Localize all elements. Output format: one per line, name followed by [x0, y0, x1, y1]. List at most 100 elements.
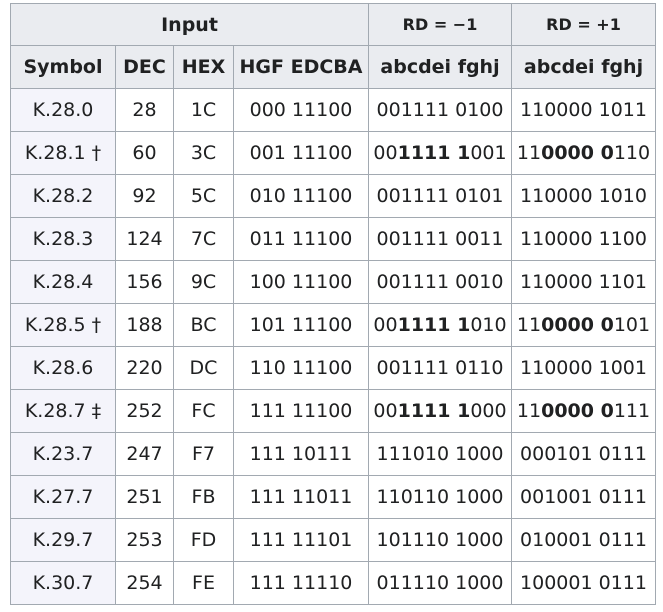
rd-plus-bits-cell: 110000 0101: [511, 303, 656, 347]
header-input-bits: HGF EDCBA: [233, 45, 369, 89]
dec-cell: 251: [115, 475, 174, 519]
header-input-group: Input: [10, 3, 369, 46]
header-rd-minus-group: RD = −1: [368, 3, 512, 46]
header-hex: HEX: [173, 45, 234, 89]
rd-plus-bits-cell: 110000 0110: [511, 131, 656, 175]
dec-cell: 60: [115, 131, 174, 175]
table-row: K.23.7 247 F7 111 10111 111010 1000 000101 01…: [10, 432, 656, 476]
bit-run: 001111 0110: [376, 357, 504, 379]
hex-cell: FD: [173, 518, 234, 562]
header-dec: DEC: [115, 45, 174, 89]
bit-run: 00: [373, 142, 398, 164]
bit-run-bold: 0000 0: [541, 314, 614, 336]
rd-minus-bits-cell: 001111 0010: [368, 260, 512, 304]
rd-plus-bits-cell: 001001 0111: [511, 475, 656, 519]
hex-cell: FE: [173, 561, 234, 605]
table-row: K.28.7 ‡ 252 FC 111 11100 001111 1000 110000 …: [10, 389, 656, 433]
symbol-cell: K.28.5 †: [10, 303, 116, 347]
bit-run: 00: [373, 400, 398, 422]
table-row: K.28.1 † 60 3C 001 11100 001111 1001 110000 0…: [10, 131, 656, 175]
bit-run: 00: [373, 314, 398, 336]
input-bits-cell: 111 11011: [233, 475, 369, 519]
bit-run: 000101 0111: [520, 443, 647, 465]
symbol-cell: K.28.1 †: [10, 131, 116, 175]
input-bits-cell: 000 11100: [233, 88, 369, 132]
bit-run: 110000 1010: [520, 185, 647, 207]
bit-run: 001001 0111: [520, 486, 647, 508]
rd-plus-bits-cell: 110000 1001: [511, 346, 656, 390]
bit-run-bold: 1111 1: [397, 142, 471, 164]
rd-minus-bits-cell: 001111 1010: [368, 303, 512, 347]
bit-run: 010001 0111: [520, 529, 647, 551]
hex-cell: F7: [173, 432, 234, 476]
dec-cell: 253: [115, 518, 174, 562]
dec-cell: 92: [115, 174, 174, 218]
dec-cell: 188: [115, 303, 174, 347]
hex-cell: 1C: [173, 88, 234, 132]
symbol-cell: K.23.7: [10, 432, 116, 476]
rd-minus-bits-cell: 001111 1001: [368, 131, 512, 175]
bit-run: 11: [516, 400, 542, 422]
rd-plus-bits-cell: 000101 0111: [511, 432, 656, 476]
rd-minus-bits-cell: 001111 1000: [368, 389, 512, 433]
rd-minus-bits-cell: 001111 0011: [368, 217, 512, 261]
symbol-cell: K.28.2: [10, 174, 116, 218]
bit-run: 000: [470, 400, 507, 422]
rd-minus-bits-cell: 011110 1000: [368, 561, 512, 605]
rd-minus-bits-cell: 001111 0110: [368, 346, 512, 390]
rd-plus-bits-cell: 010001 0111: [511, 518, 656, 562]
header-rd-minus-bits: abcdei fghj: [368, 45, 512, 89]
bit-run: 110000 1011: [520, 99, 647, 121]
header-symbol: Symbol: [10, 45, 116, 89]
symbol-cell: K.28.7 ‡: [10, 389, 116, 433]
rd-plus-bits-cell: 110000 1101: [511, 260, 656, 304]
hex-cell: 9C: [173, 260, 234, 304]
input-bits-cell: 111 11110: [233, 561, 369, 605]
input-bits-cell: 001 11100: [233, 131, 369, 175]
bit-run-bold: 0000 0: [541, 142, 614, 164]
bit-run: 001111 0100: [376, 99, 504, 121]
bit-run: 111010 1000: [376, 443, 504, 465]
control-symbols-table: Input RD = −1 RD = +1 Symbol DEC HEX HGF…: [10, 3, 656, 605]
input-bits-cell: 111 11101: [233, 518, 369, 562]
hex-cell: FB: [173, 475, 234, 519]
table-row: K.28.4 156 9C 100 11100 001111 0010 110000 11…: [10, 260, 656, 304]
symbol-cell: K.27.7: [10, 475, 116, 519]
header-row-columns: Symbol DEC HEX HGF EDCBA abcdei fghj abc…: [10, 45, 656, 89]
hex-cell: 7C: [173, 217, 234, 261]
table-row: K.28.5 † 188 BC 101 11100 001111 1010 110000 …: [10, 303, 656, 347]
input-bits-cell: 010 11100: [233, 174, 369, 218]
table-body: K.28.0 28 1C 000 11100 001111 0100 110000 101…: [10, 88, 656, 605]
rd-minus-bits-cell: 111010 1000: [368, 432, 512, 476]
table-row: K.28.3 124 7C 011 11100 001111 0011 110000 11…: [10, 217, 656, 261]
bit-run: 111: [613, 400, 651, 422]
dec-cell: 124: [115, 217, 174, 261]
bit-run: 101110 1000: [376, 529, 504, 551]
input-bits-cell: 111 11100: [233, 389, 369, 433]
hex-cell: 3C: [173, 131, 234, 175]
hex-cell: BC: [173, 303, 234, 347]
input-bits-cell: 111 10111: [233, 432, 369, 476]
hex-cell: DC: [173, 346, 234, 390]
rd-minus-bits-cell: 101110 1000: [368, 518, 512, 562]
rd-plus-bits-cell: 100001 0111: [511, 561, 656, 605]
rd-minus-bits-cell: 110110 1000: [368, 475, 512, 519]
bit-run: 001111 0011: [376, 228, 504, 250]
bit-run: 001111 0101: [376, 185, 504, 207]
rd-plus-bits-cell: 110000 0111: [511, 389, 656, 433]
dec-cell: 28: [115, 88, 174, 132]
rd-plus-bits-cell: 110000 1010: [511, 174, 656, 218]
dec-cell: 156: [115, 260, 174, 304]
symbol-cell: K.30.7: [10, 561, 116, 605]
bit-run: 11: [516, 314, 542, 336]
rd-minus-bits-cell: 001111 0101: [368, 174, 512, 218]
input-bits-cell: 011 11100: [233, 217, 369, 261]
rd-plus-bits-cell: 110000 1100: [511, 217, 656, 261]
dec-cell: 247: [115, 432, 174, 476]
bit-run: 101: [613, 314, 651, 336]
symbol-cell: K.28.3: [10, 217, 116, 261]
table-row: K.28.2 92 5C 010 11100 001111 0101 110000 101…: [10, 174, 656, 218]
bit-run: 010: [470, 314, 507, 336]
bit-run: 110: [613, 142, 651, 164]
bit-run-bold: 1111 1: [397, 400, 471, 422]
